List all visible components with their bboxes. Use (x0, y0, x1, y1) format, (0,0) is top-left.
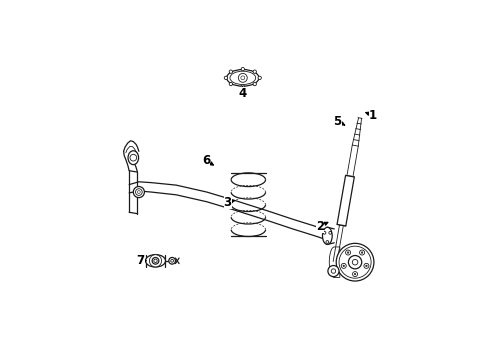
Circle shape (229, 82, 233, 86)
Circle shape (238, 73, 247, 82)
Circle shape (348, 256, 362, 269)
Circle shape (224, 76, 227, 80)
Circle shape (343, 265, 344, 267)
Text: 1: 1 (366, 109, 377, 122)
Ellipse shape (322, 227, 332, 244)
Ellipse shape (227, 69, 259, 86)
Circle shape (149, 255, 162, 267)
Circle shape (360, 250, 365, 255)
Circle shape (366, 265, 367, 267)
Circle shape (136, 189, 142, 195)
Ellipse shape (146, 255, 166, 267)
Ellipse shape (133, 186, 145, 198)
Circle shape (354, 273, 356, 275)
Circle shape (341, 264, 346, 268)
Text: 7: 7 (137, 254, 146, 267)
Circle shape (347, 252, 349, 253)
Circle shape (345, 250, 350, 255)
Text: 5: 5 (334, 115, 344, 128)
Text: 6: 6 (202, 154, 214, 167)
Circle shape (241, 85, 245, 88)
Text: 3: 3 (223, 196, 235, 209)
Circle shape (229, 70, 233, 73)
Circle shape (328, 266, 339, 276)
Text: 4: 4 (239, 87, 247, 100)
Circle shape (241, 67, 245, 71)
Circle shape (253, 82, 256, 86)
Circle shape (169, 257, 175, 264)
Circle shape (152, 257, 159, 264)
Polygon shape (337, 175, 354, 226)
Circle shape (258, 76, 261, 80)
Text: 2: 2 (316, 220, 328, 233)
Polygon shape (329, 247, 340, 278)
Circle shape (361, 252, 363, 253)
Ellipse shape (128, 151, 139, 165)
Circle shape (364, 264, 369, 268)
Circle shape (353, 271, 358, 276)
Circle shape (336, 243, 374, 281)
Circle shape (253, 70, 256, 73)
